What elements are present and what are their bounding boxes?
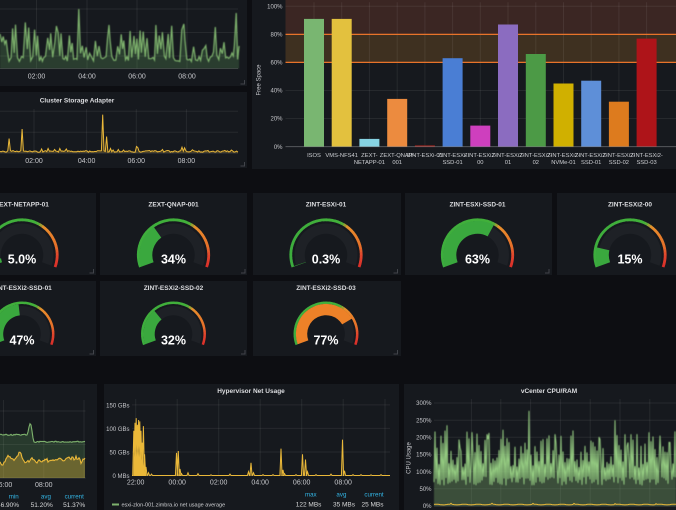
- svg-text:100%: 100%: [416, 470, 432, 476]
- svg-text:100%: 100%: [267, 5, 283, 11]
- svg-text:60%: 60%: [270, 61, 283, 67]
- svg-text:0 MBs: 0 MBs: [112, 474, 129, 480]
- svg-text:0%: 0%: [423, 504, 432, 510]
- svg-text:ZEXT-QNAP-: ZEXT-QNAP-: [380, 153, 415, 159]
- svg-text:51.20%: 51.20%: [31, 502, 53, 509]
- svg-text:77%: 77%: [313, 334, 338, 348]
- svg-text:32%: 32%: [161, 334, 186, 348]
- svg-text:04:00: 04:00: [78, 158, 96, 165]
- svg-text:ZINT-ESXi-01: ZINT-ESXi-01: [306, 202, 347, 209]
- svg-text:SSD-03: SSD-03: [636, 160, 656, 166]
- svg-text:08:00: 08:00: [35, 482, 53, 489]
- svg-text:5.0%: 5.0%: [8, 253, 37, 267]
- svg-text:150%: 150%: [416, 453, 432, 459]
- svg-text:ZINT-ESXi2-: ZINT-ESXi2-: [520, 153, 553, 159]
- svg-text:02:00: 02:00: [28, 74, 46, 81]
- svg-text:04:00: 04:00: [78, 74, 96, 81]
- svg-text:vCenter CPU/RAM: vCenter CPU/RAM: [521, 388, 577, 395]
- svg-text:Hypervisor Net Usage: Hypervisor Net Usage: [217, 388, 285, 395]
- svg-text:ZINT-ESXi2-: ZINT-ESXi2-: [547, 153, 580, 159]
- svg-text:06:00: 06:00: [128, 158, 146, 165]
- svg-text:06:00: 06:00: [0, 482, 12, 489]
- svg-text:25 MBs: 25 MBs: [361, 502, 384, 509]
- svg-text:02:00: 02:00: [25, 158, 43, 165]
- svg-text:SSD-01: SSD-01: [581, 160, 601, 166]
- svg-text:46.90%: 46.90%: [0, 502, 19, 509]
- svg-text:ZINT-ESXi2-: ZINT-ESXi2-: [575, 153, 608, 159]
- svg-text:Free Space: Free Space: [257, 64, 263, 96]
- svg-text:00:00: 00:00: [168, 480, 186, 487]
- svg-text:ZINT-ESXi-01: ZINT-ESXi-01: [407, 153, 443, 159]
- svg-text:08:00: 08:00: [178, 74, 196, 81]
- svg-text:SSD-02: SSD-02: [609, 160, 629, 166]
- svg-text:Cluster Storage Adapter: Cluster Storage Adapter: [40, 98, 115, 105]
- svg-text:150 GBs: 150 GBs: [106, 404, 129, 410]
- svg-text:CPU Usage: CPU Usage: [407, 442, 413, 474]
- svg-text:001: 001: [392, 160, 402, 166]
- svg-text:0.3%: 0.3%: [312, 253, 341, 267]
- svg-text:35 MBs: 35 MBs: [333, 502, 356, 509]
- svg-text:ZINT-ESXi2-SSD-03: ZINT-ESXi2-SSD-03: [296, 285, 356, 292]
- svg-text:VMS-NFS41: VMS-NFS41: [325, 153, 358, 159]
- svg-text:300%: 300%: [416, 401, 432, 407]
- svg-text:avg: avg: [336, 492, 347, 499]
- svg-text:06:00: 06:00: [293, 480, 311, 487]
- svg-text:current: current: [364, 492, 384, 499]
- svg-text:NETAPP-01: NETAPP-01: [354, 160, 385, 166]
- svg-text:80%: 80%: [270, 33, 283, 39]
- svg-text:ZINT-ESXi-: ZINT-ESXi-: [438, 153, 467, 159]
- svg-text:ZINT-ESXi2-: ZINT-ESXi2-: [603, 153, 636, 159]
- svg-text:122 MBs: 122 MBs: [296, 502, 322, 509]
- svg-text:ZINT-ESXi2-: ZINT-ESXi2-: [464, 153, 497, 159]
- svg-text:SSD-01: SSD-01: [442, 160, 462, 166]
- svg-text:avg: avg: [41, 493, 52, 500]
- svg-text:ISOS: ISOS: [307, 153, 321, 159]
- svg-text:ZINT-ESXi2-00: ZINT-ESXi2-00: [608, 202, 652, 209]
- svg-text:NVMe-01: NVMe-01: [551, 160, 575, 166]
- svg-text:ZINT-ESXi2-: ZINT-ESXi2-: [630, 153, 663, 159]
- svg-text:40%: 40%: [270, 89, 283, 95]
- svg-text:ZINT-ESXi2-SSD-01: ZINT-ESXi2-SSD-01: [0, 285, 52, 292]
- svg-text:min: min: [9, 493, 20, 500]
- svg-text:51.37%: 51.37%: [63, 502, 85, 509]
- svg-text:250%: 250%: [416, 418, 432, 424]
- svg-text:0%: 0%: [274, 145, 283, 151]
- svg-text:01: 01: [505, 160, 511, 166]
- svg-text:15%: 15%: [617, 253, 642, 267]
- svg-text:ZINT-ESXi-SSD-01: ZINT-ESXi-SSD-01: [450, 202, 506, 209]
- svg-text:00: 00: [477, 160, 483, 166]
- svg-text:ZEXT-: ZEXT-: [361, 153, 377, 159]
- svg-text:34%: 34%: [161, 253, 186, 267]
- svg-text:08:00: 08:00: [334, 480, 352, 487]
- svg-text:06:00: 06:00: [128, 74, 146, 81]
- svg-text:50%: 50%: [419, 487, 432, 493]
- svg-text:04:00: 04:00: [251, 480, 269, 487]
- svg-text:63%: 63%: [465, 253, 490, 267]
- svg-text:08:00: 08:00: [178, 158, 196, 165]
- svg-text:02: 02: [533, 160, 539, 166]
- svg-text:max: max: [305, 492, 318, 499]
- svg-text:ZEXT-NETAPP-01: ZEXT-NETAPP-01: [0, 202, 49, 209]
- svg-text:20%: 20%: [270, 117, 283, 123]
- svg-text:ZEXT-QNAP-001: ZEXT-QNAP-001: [148, 202, 199, 209]
- svg-text:50 GBs: 50 GBs: [109, 451, 129, 457]
- svg-text:current: current: [65, 493, 85, 500]
- svg-text:esxi-zlon-001.zimbra.io net us: esxi-zlon-001.zimbra.io net usage averag…: [122, 503, 226, 509]
- svg-text:200%: 200%: [416, 436, 432, 442]
- svg-text:100 GBs: 100 GBs: [106, 427, 129, 433]
- svg-text:47%: 47%: [9, 334, 34, 348]
- svg-text:ZINT-ESXi2-SSD-02: ZINT-ESXi2-SSD-02: [144, 285, 204, 292]
- svg-text:22:00: 22:00: [127, 480, 145, 487]
- svg-text:02:00: 02:00: [210, 480, 228, 487]
- svg-text:ZINT-ESXi2-: ZINT-ESXi2-: [492, 153, 525, 159]
